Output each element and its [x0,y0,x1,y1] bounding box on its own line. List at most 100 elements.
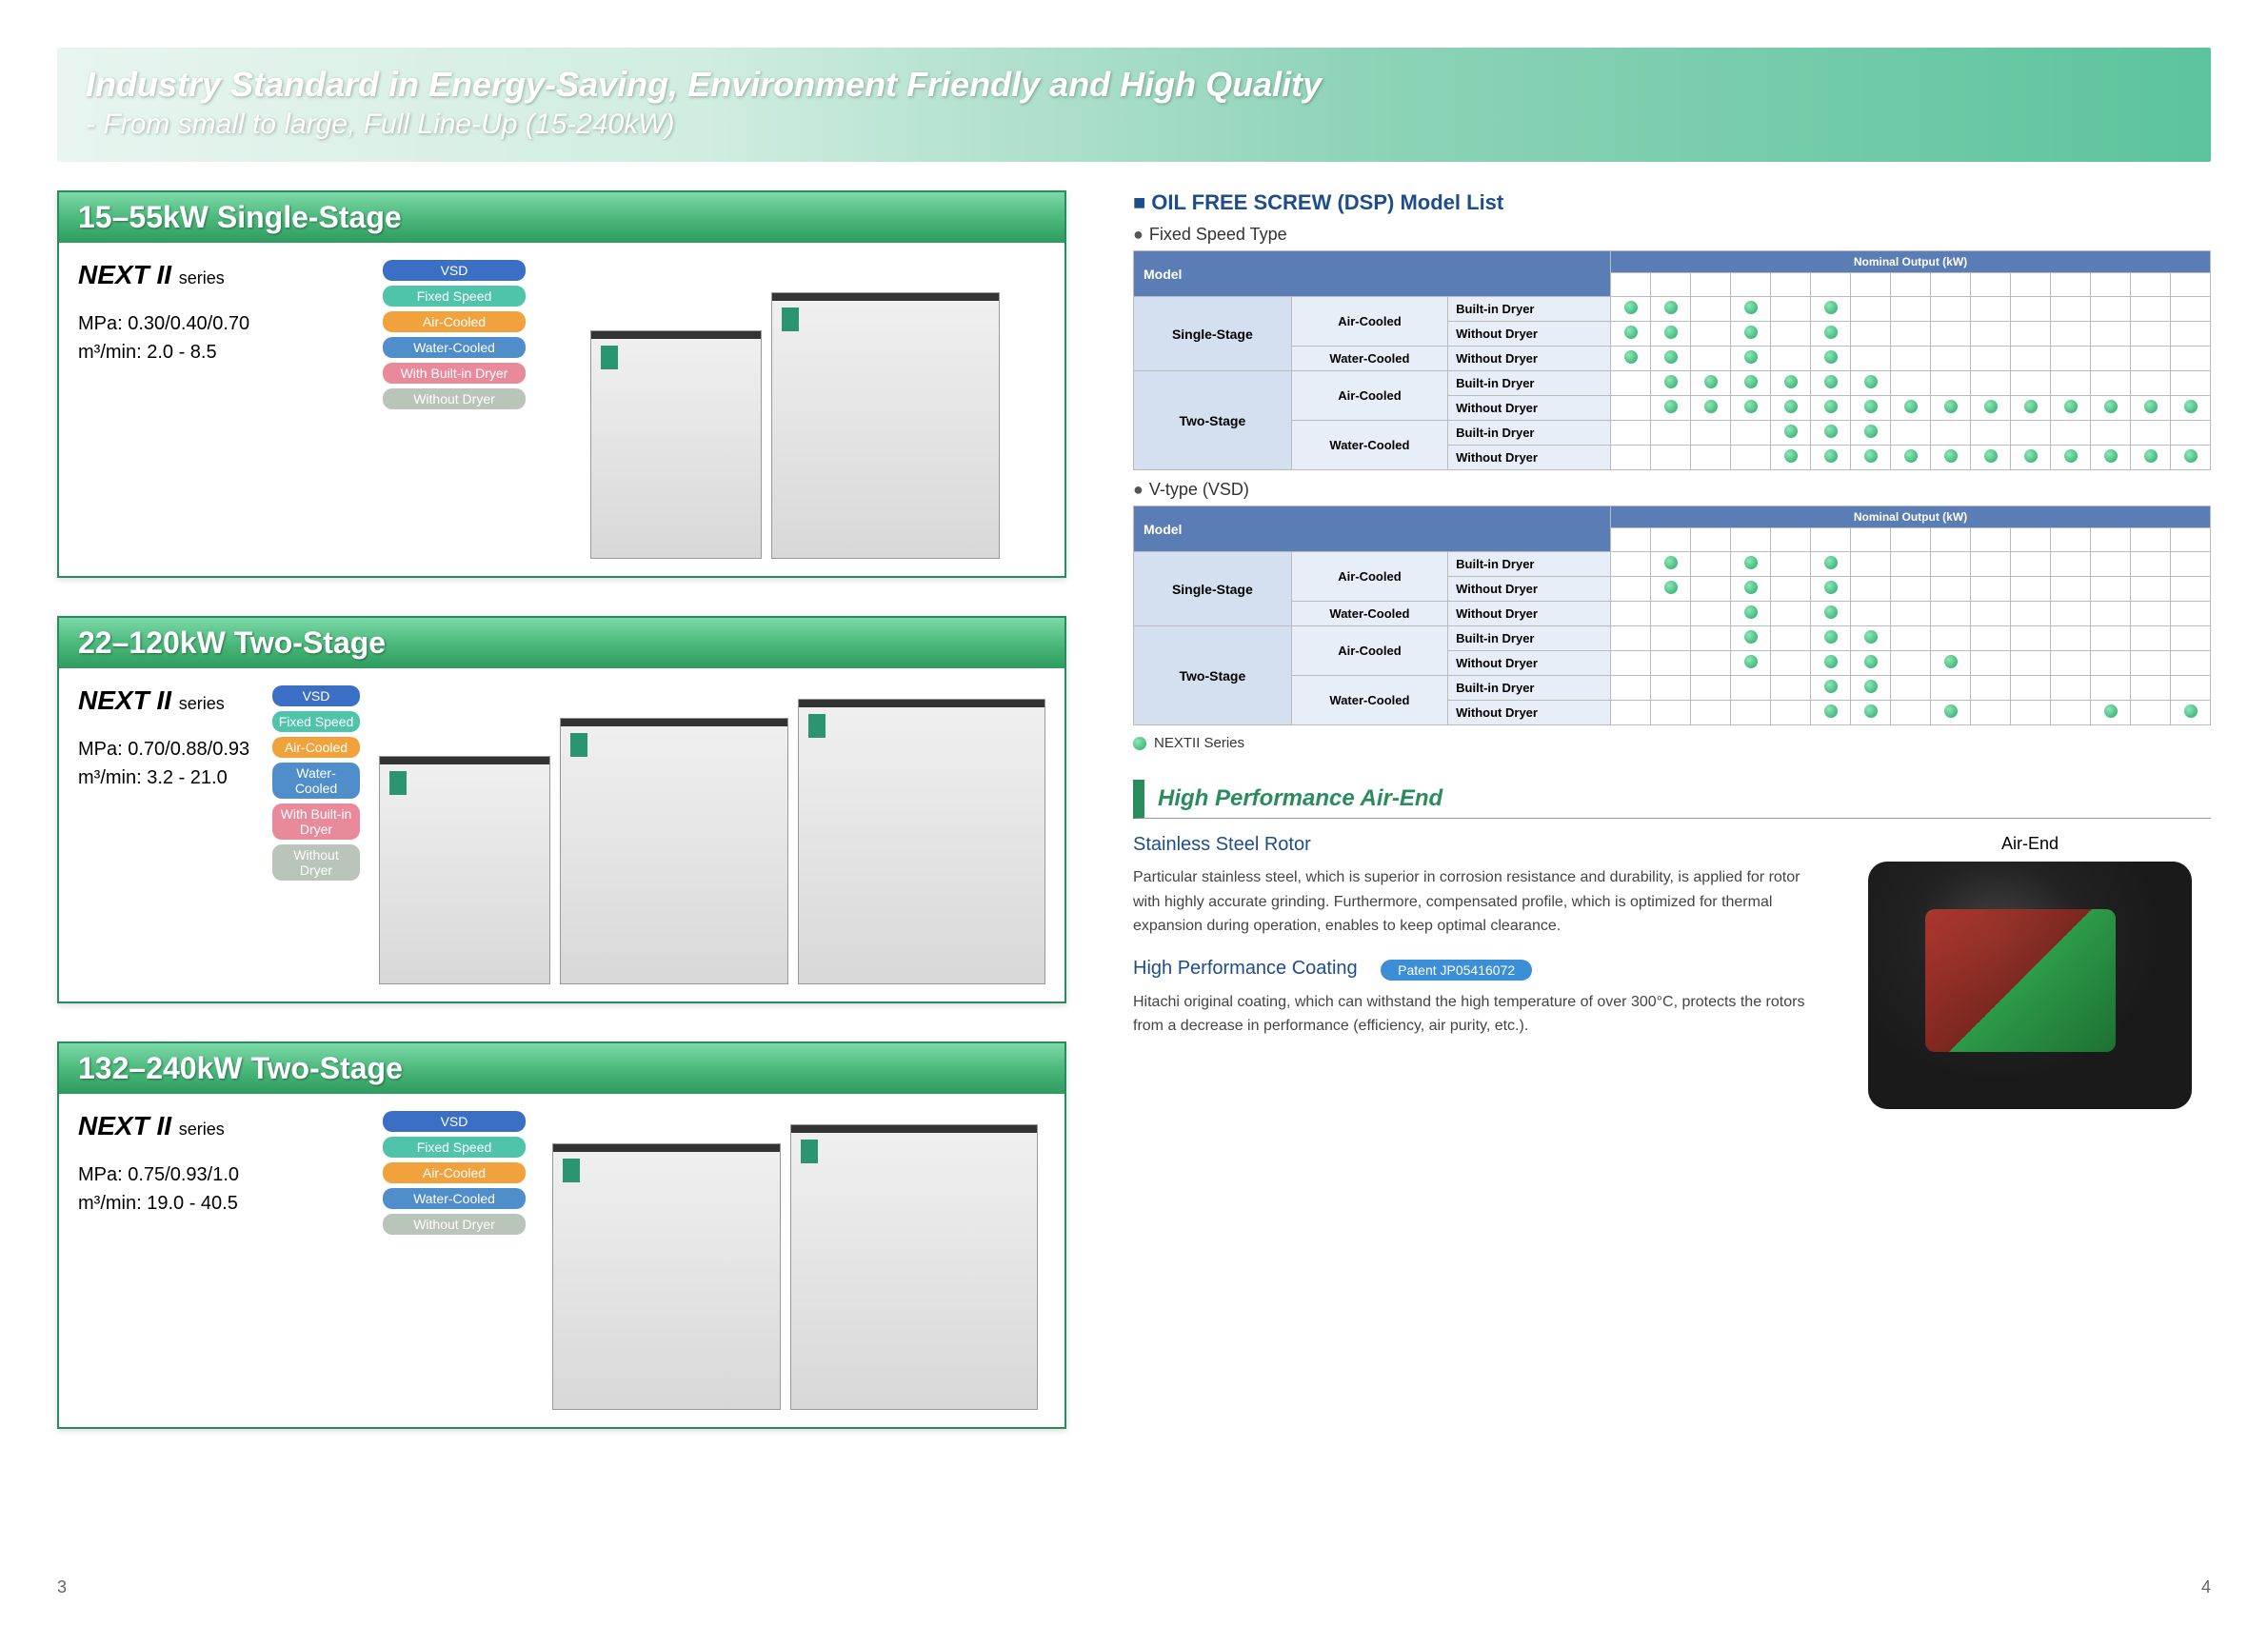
badge-watercooled: Water-Cooled [383,1188,526,1209]
badge-vsd: VSD [383,260,526,281]
dot-icon [1904,449,1918,463]
model-header: Model [1134,251,1611,297]
data-cell [1891,676,1931,701]
data-cell [1651,446,1691,470]
badge-without: Without Dryer [383,1214,526,1235]
badge-list: VSDFixed SpeedAir-CooledWater-CooledWith… [383,1111,526,1410]
card-header: 132–240kW Two-Stage [59,1043,1064,1094]
data-cell [1611,347,1651,371]
dot-icon [2104,449,2118,463]
airend-image-area: Air-End [1849,834,2211,1109]
card-header: 15–55kW Single-Stage [59,192,1064,243]
model-table: Model Nominal Output (kW) 15223037455575… [1133,250,2211,470]
data-cell [1691,396,1731,421]
cooling-cell: Water-Cooled [1291,676,1447,725]
product-images [379,685,1045,984]
data-cell [2011,626,2051,651]
badge-builtin: With Built-in Dryer [272,803,360,840]
perf-subtitle-1: Stainless Steel Rotor [1133,834,1820,856]
data-cell [2091,371,2131,396]
brand-name: NEXT II series [78,260,364,290]
col-header: 160 [2091,528,2131,552]
dot-icon [1704,375,1718,388]
data-cell [2011,676,2051,701]
data-cell [2011,552,2051,577]
dot-icon [1824,425,1838,438]
badge-without: Without Dryer [383,388,526,409]
product-unit-image [552,1143,781,1410]
dryer-cell: Built-in Dryer [1448,676,1611,701]
data-cell [1691,371,1731,396]
subtype-label: V-type (VSD) [1133,480,2211,500]
data-cell [1891,347,1931,371]
product-unit-image [790,1124,1038,1410]
page-number-left: 3 [57,1577,67,1597]
data-cell [1771,347,1811,371]
data-cell [2091,552,2131,577]
dot-icon [2184,449,2198,463]
dot-icon [1944,449,1958,463]
dryer-cell: Built-in Dryer [1448,552,1611,577]
col-header: 22 [1651,273,1691,297]
model-list-title: OIL FREE SCREW (DSP) Model List [1133,190,2211,215]
data-cell [1891,602,1931,626]
badge-builtin: With Built-in Dryer [383,363,526,384]
dot-icon [1784,449,1798,463]
dot-icon [1664,556,1678,569]
data-cell [1971,602,2011,626]
badge-fixed: Fixed Speed [383,1137,526,1158]
data-cell [2051,602,2091,626]
dot-icon [1824,301,1838,314]
col-header: 132 [2011,273,2051,297]
data-cell [1691,552,1731,577]
data-cell [1811,577,1851,602]
dot-icon [1944,704,1958,718]
data-cell [1691,322,1731,347]
col-header: 37 [1731,528,1771,552]
cooling-cell: Air-Cooled [1291,626,1447,676]
data-cell [2051,396,2091,421]
data-cell [1931,651,1971,676]
data-cell [2131,552,2171,577]
data-cell [2091,701,2131,725]
col-header: 145 [2051,528,2091,552]
card-info: NEXT II series MPa: 0.75/0.93/1.0m³/min:… [78,1111,364,1410]
data-cell [1931,371,1971,396]
data-cell [1731,396,1771,421]
data-cell [2091,347,2131,371]
data-cell [1611,552,1651,577]
product-unit-image [590,330,762,559]
data-cell [1971,396,2011,421]
badge-aircooled: Air-Cooled [383,311,526,332]
data-cell [1891,701,1931,725]
data-cell [2091,676,2131,701]
card-info: NEXT II series MPa: 0.30/0.40/0.70m³/min… [78,260,364,559]
col-header: 120 [1971,273,2011,297]
col-header: 90 [1891,528,1931,552]
airend-image [1868,862,2192,1109]
card-title: 15–55kW Single-Stage [78,200,402,234]
dot-icon [1984,449,1998,463]
data-cell [1731,676,1771,701]
data-cell [1971,421,2011,446]
dryer-cell: Without Dryer [1448,322,1611,347]
dot-icon [2064,449,2078,463]
data-cell [2171,371,2211,396]
card-header: 22–120kW Two-Stage [59,618,1064,668]
badge-without: Without Dryer [272,844,360,881]
data-cell [1771,322,1811,347]
product-unit-image [560,718,788,984]
dot-icon [1824,680,1838,693]
data-cell [2051,577,2091,602]
performance-header-text: High Performance Air-End [1158,785,1442,811]
col-header: 30 [1691,528,1731,552]
dot-icon [1824,630,1838,644]
data-cell [1611,651,1651,676]
data-cell [2011,371,2051,396]
data-cell [2051,297,2091,322]
data-cell [1931,322,1971,347]
data-cell [1731,371,1771,396]
data-cell [1851,347,1891,371]
data-cell [1651,602,1691,626]
data-cell [1611,701,1651,725]
